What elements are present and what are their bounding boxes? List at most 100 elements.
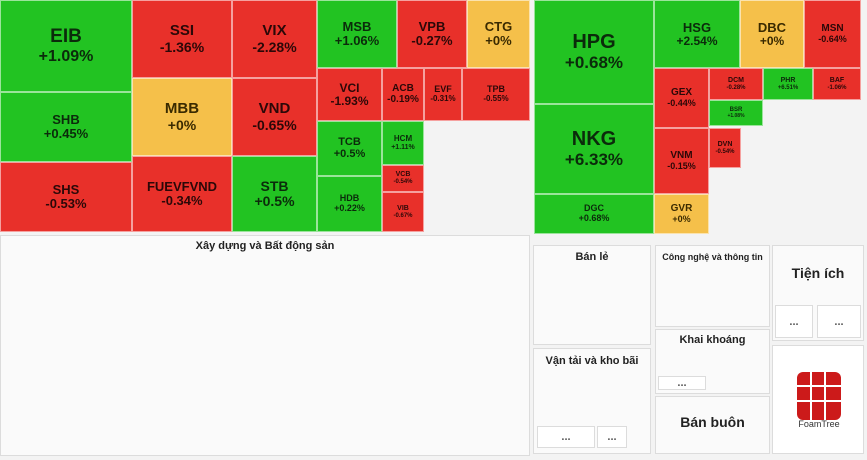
stock-ticker: HSG	[682, 19, 712, 35]
stock-tile-mbb[interactable]: MBB +0%	[132, 78, 232, 156]
stock-change: +1.08%	[727, 112, 745, 119]
more-tile[interactable]: ...	[597, 426, 627, 448]
stock-change: +0.68%	[578, 213, 610, 223]
stock-tile-bsr[interactable]: BSR +1.08%	[709, 100, 763, 126]
stock-tile-hpg[interactable]: HPG +0.68%	[534, 0, 654, 104]
stock-tile-vib[interactable]: VIB -0.67%	[382, 192, 424, 232]
stock-change: +0.5%	[254, 193, 295, 209]
stock-ticker: VIB	[397, 204, 409, 212]
stock-tile-shs[interactable]: SHS -0.53%	[0, 162, 132, 232]
stock-change: -0.44%	[667, 97, 696, 108]
group-tech	[655, 245, 770, 327]
stock-change: +1.06%	[334, 33, 380, 48]
stock-tile-vpb[interactable]: VPB -0.27%	[397, 0, 467, 68]
stock-change: -0.67%	[393, 212, 413, 219]
group-title-tech: Công nghệ và thông tin	[662, 252, 763, 262]
stock-tile-acb[interactable]: ACB -0.19%	[382, 68, 424, 121]
stock-ticker: TCB	[338, 135, 361, 148]
stock-change: -0.34%	[161, 193, 203, 208]
stock-change: -0.65%	[252, 116, 297, 133]
stock-ticker: SSI	[169, 22, 195, 40]
stock-change: -0.54%	[393, 179, 413, 186]
stock-change: +0.22%	[334, 203, 365, 213]
group-title-mining: Khai khoáng	[679, 334, 746, 346]
stock-tile-vci[interactable]: VCI -1.93%	[317, 68, 382, 121]
stock-change: +6.51%	[777, 84, 799, 91]
stock-ticker: EVF	[434, 84, 452, 95]
stock-change: +2.54%	[676, 33, 718, 48]
stock-ticker: SHS	[52, 181, 80, 197]
stock-tile-nkg[interactable]: NKG +6.33%	[534, 104, 654, 194]
stock-tile-gex[interactable]: GEX -0.44%	[654, 68, 709, 128]
stock-tile-msn[interactable]: MSN -0.64%	[804, 0, 861, 68]
stock-tile-ssi[interactable]: SSI -1.36%	[132, 0, 232, 78]
stock-ticker: DCM	[728, 76, 744, 84]
stock-change: -0.28%	[726, 84, 746, 91]
stock-ticker: DBC	[757, 19, 787, 35]
stock-tile-ctg[interactable]: CTG +0%	[467, 0, 530, 68]
foamtree-logo: FoamTree	[772, 345, 864, 454]
stock-ticker: FUEVFVND	[146, 178, 218, 194]
group-title-construction-realestate: Xây dựng và Bất động sản	[195, 240, 335, 252]
more-tile[interactable]: ...	[537, 426, 595, 448]
stock-tile-dvn[interactable]: DVN -0.54%	[709, 128, 741, 168]
stock-change: -2.28%	[252, 38, 297, 55]
stock-tile-gvr[interactable]: GVR +0%	[654, 194, 709, 234]
stock-ticker: BAF	[829, 76, 845, 84]
stock-ticker: NKG	[571, 128, 617, 151]
stock-tile-fuevfvnd[interactable]: FUEVFVND -0.34%	[132, 156, 232, 232]
group-title-retail: Bán lẻ	[575, 251, 609, 263]
stock-change: +6.33%	[564, 149, 624, 169]
stock-tile-vnm[interactable]: VNM -0.15%	[654, 128, 709, 194]
stock-ticker: DGC	[584, 203, 604, 214]
stock-ticker: EIB	[50, 26, 82, 48]
group-title-wholesale: Bán buôn	[680, 414, 745, 430]
group-title-utilities: Tiện ích	[791, 265, 845, 281]
stock-tile-dcm[interactable]: DCM -0.28%	[709, 68, 763, 100]
stock-ticker: HPG	[572, 31, 616, 54]
stock-tile-baf[interactable]: BAF -1.06%	[813, 68, 861, 100]
stock-change: +0.45%	[43, 126, 89, 141]
stock-tile-evf[interactable]: EVF -0.31%	[424, 68, 462, 121]
stock-tile-phr[interactable]: PHR +6.51%	[763, 68, 813, 100]
stock-ticker: ACB	[392, 82, 414, 94]
stock-change: -0.31%	[430, 94, 456, 104]
group-title-transport: Vận tải và kho bãi	[545, 355, 639, 367]
stock-ticker: HDB	[339, 193, 360, 204]
group-construction-realestate	[0, 235, 530, 456]
stock-ticker: MSN	[821, 22, 844, 34]
stock-tile-msb[interactable]: MSB +1.06%	[317, 0, 397, 68]
stock-tile-eib[interactable]: EIB +1.09%	[0, 0, 132, 92]
stock-ticker: VND	[258, 100, 291, 118]
stock-tile-hdb[interactable]: HDB +0.22%	[317, 176, 382, 232]
stock-change: -0.19%	[387, 93, 419, 105]
stock-ticker: HCM	[393, 133, 413, 143]
stock-change: +0.68%	[564, 52, 624, 72]
stock-tile-stb[interactable]: STB +0.5%	[232, 156, 317, 232]
stock-change: -0.15%	[667, 160, 696, 171]
stock-tile-dgc[interactable]: DGC +0.68%	[534, 194, 654, 234]
more-tile[interactable]: ...	[817, 305, 861, 338]
stock-ticker: SHB	[52, 111, 80, 127]
stock-tile-dbc[interactable]: DBC +0%	[740, 0, 804, 68]
stock-tile-vnd[interactable]: VND -0.65%	[232, 78, 317, 156]
more-tile[interactable]: ...	[658, 376, 706, 390]
stock-change: -0.64%	[818, 33, 847, 44]
foamtree-logo-icon	[797, 372, 841, 420]
stock-tile-vcb[interactable]: VCB -0.54%	[382, 165, 424, 192]
foamtree-logo-text: FoamTree	[798, 419, 840, 429]
stock-change: +0%	[759, 33, 785, 48]
stock-ticker: TPB	[487, 84, 505, 95]
stock-change: -0.55%	[483, 94, 509, 104]
stock-tile-hcm[interactable]: HCM +1.11%	[382, 121, 424, 165]
stock-tile-tpb[interactable]: TPB -0.55%	[462, 68, 530, 121]
stock-ticker: MBB	[164, 100, 200, 118]
stock-ticker: GVR	[670, 202, 693, 214]
stock-ticker: DVN	[717, 140, 733, 148]
stock-tile-hsg[interactable]: HSG +2.54%	[654, 0, 740, 68]
stock-tile-vix[interactable]: VIX -2.28%	[232, 0, 317, 78]
more-tile[interactable]: ...	[775, 305, 813, 338]
stock-tile-shb[interactable]: SHB +0.45%	[0, 92, 132, 162]
stock-ticker: PHR	[780, 76, 796, 84]
stock-tile-tcb[interactable]: TCB +0.5%	[317, 121, 382, 176]
